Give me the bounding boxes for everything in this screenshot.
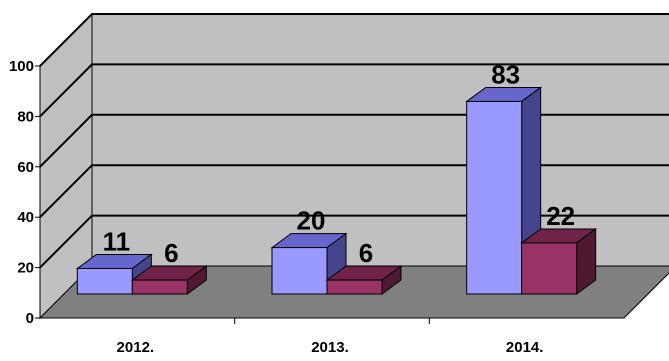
data-label: 6 <box>164 238 178 268</box>
bar-front <box>521 242 578 295</box>
gridline <box>39 63 669 118</box>
y-tick-label: 20 <box>17 260 34 277</box>
back-wall <box>91 13 669 267</box>
bar-front <box>76 267 133 295</box>
data-label: 20 <box>297 206 326 236</box>
y-tick-label: 0 <box>26 310 34 327</box>
data-label: 83 <box>491 59 520 89</box>
x-tick-label: 2014. <box>506 339 544 356</box>
x-tick-label: 2012. <box>117 339 155 356</box>
bar-front <box>326 279 383 295</box>
bar-front <box>271 247 328 295</box>
gridline <box>39 13 669 67</box>
bar <box>520 227 598 295</box>
data-label: 22 <box>546 201 575 231</box>
data-label: 6 <box>359 238 373 268</box>
bar <box>270 232 348 295</box>
bar-front <box>466 100 523 295</box>
bar <box>130 265 208 295</box>
chart-bars <box>75 86 598 295</box>
bar-front <box>131 279 188 295</box>
bar <box>325 265 403 295</box>
y-tick-label: 40 <box>17 209 34 226</box>
x-tick-label: 2013. <box>311 339 349 356</box>
data-label: 11 <box>103 226 131 256</box>
chart-axes: 0 20 40 60 80 100 2012. 2013. 2014. <box>9 58 624 356</box>
y-tick-label: 60 <box>17 159 34 176</box>
y-tick-label: 80 <box>17 108 34 125</box>
y-tick-label: 100 <box>9 58 34 75</box>
chart-labels: 11 6 20 6 83 22 <box>103 59 576 268</box>
